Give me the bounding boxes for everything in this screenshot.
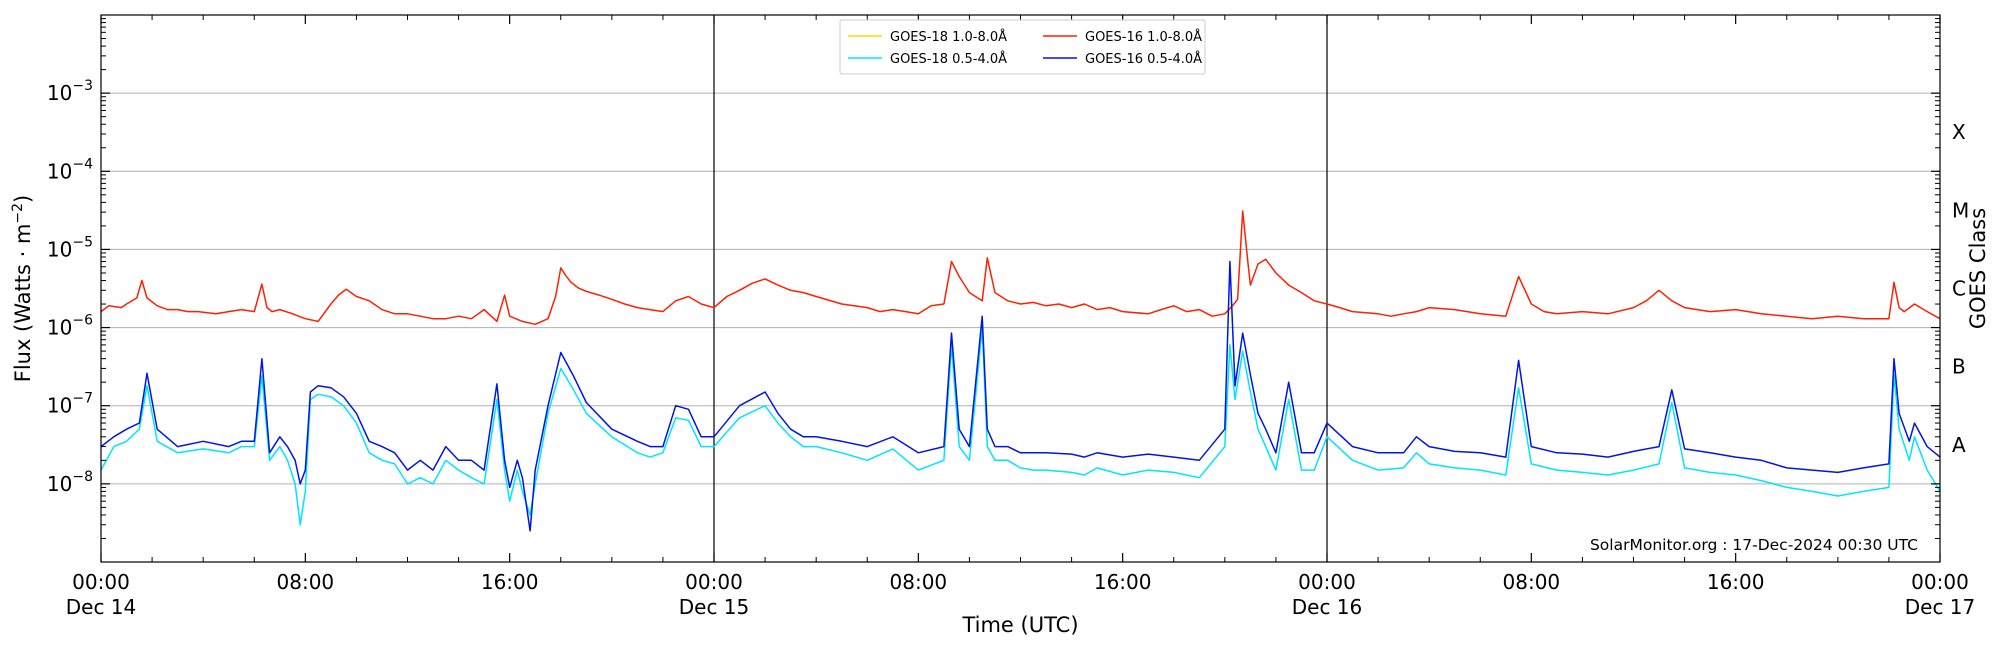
y-axis-title: Flux (Watts · m−2): [10, 195, 35, 383]
y-tick-label: 10−5: [47, 234, 93, 261]
x-tick-label: 00:00: [1298, 570, 1356, 594]
legend: GOES-18 1.0-8.0Å GOES-18 0.5-4.0Å GOES-16 …: [839, 19, 1206, 75]
x-tick-date-label: Dec 16: [1292, 595, 1363, 619]
legend-box: [839, 19, 1206, 75]
y-axis-title-exponent: −2: [10, 203, 26, 224]
y-tick-label: 10−6: [47, 313, 93, 340]
source-annotation: SolarMonitor.org : 17-Dec-2024 00:30 UTC: [1590, 536, 1918, 554]
x-tick-label: 08:00: [890, 570, 948, 594]
x-tick-label: 08:00: [277, 570, 335, 594]
x-tick-label: 16:00: [1707, 570, 1765, 594]
y-axis-title-close: ): [11, 195, 35, 203]
series-line: [100, 260, 1941, 532]
x-tick-label: 16:00: [481, 570, 539, 594]
legend-label: GOES-16 0.5-4.0Å: [1085, 51, 1202, 67]
legend-label: GOES-18 1.0-8.0Å: [890, 29, 1007, 45]
y-tick-label: 10−4: [47, 156, 93, 183]
legend-label: GOES-16 1.0-8.0Å: [1085, 29, 1202, 45]
series-line: [100, 326, 1941, 526]
goes-class-label: M: [1952, 198, 1969, 222]
goes-class-label: C: [1952, 277, 1966, 301]
x-tick-label: 08:00: [1503, 570, 1561, 594]
day-boundary-lines: [713, 15, 1328, 562]
right-axis-title: GOES Class: [1966, 208, 1990, 329]
y-tick-label: 10−3: [47, 78, 93, 105]
legend-label: GOES-18 0.5-4.0Å: [890, 51, 1007, 67]
x-tick-date-label: Dec 14: [66, 595, 137, 619]
x-tick-label: 00:00: [72, 570, 130, 594]
series-lines: [100, 210, 1941, 532]
x-tick-date-label: Dec 15: [679, 595, 750, 619]
goes-class-label: X: [1952, 120, 1966, 144]
x-tick-label: 00:00: [685, 570, 743, 594]
x-tick-label: 00:00: [1911, 570, 1969, 594]
goes-class-label: B: [1952, 355, 1966, 379]
grid-lines: [101, 92, 1940, 485]
series-line: [100, 210, 1941, 326]
y-tick-label: 10−8: [47, 469, 93, 496]
goes-class-label: A: [1952, 433, 1966, 457]
x-tick-date-label: Dec 17: [1905, 595, 1976, 619]
x-tick-label: 16:00: [1094, 570, 1152, 594]
y-tick-label: 10−7: [47, 391, 93, 418]
plot-frame: [100, 14, 1941, 563]
x-axis-title: Time (UTC): [961, 613, 1078, 637]
